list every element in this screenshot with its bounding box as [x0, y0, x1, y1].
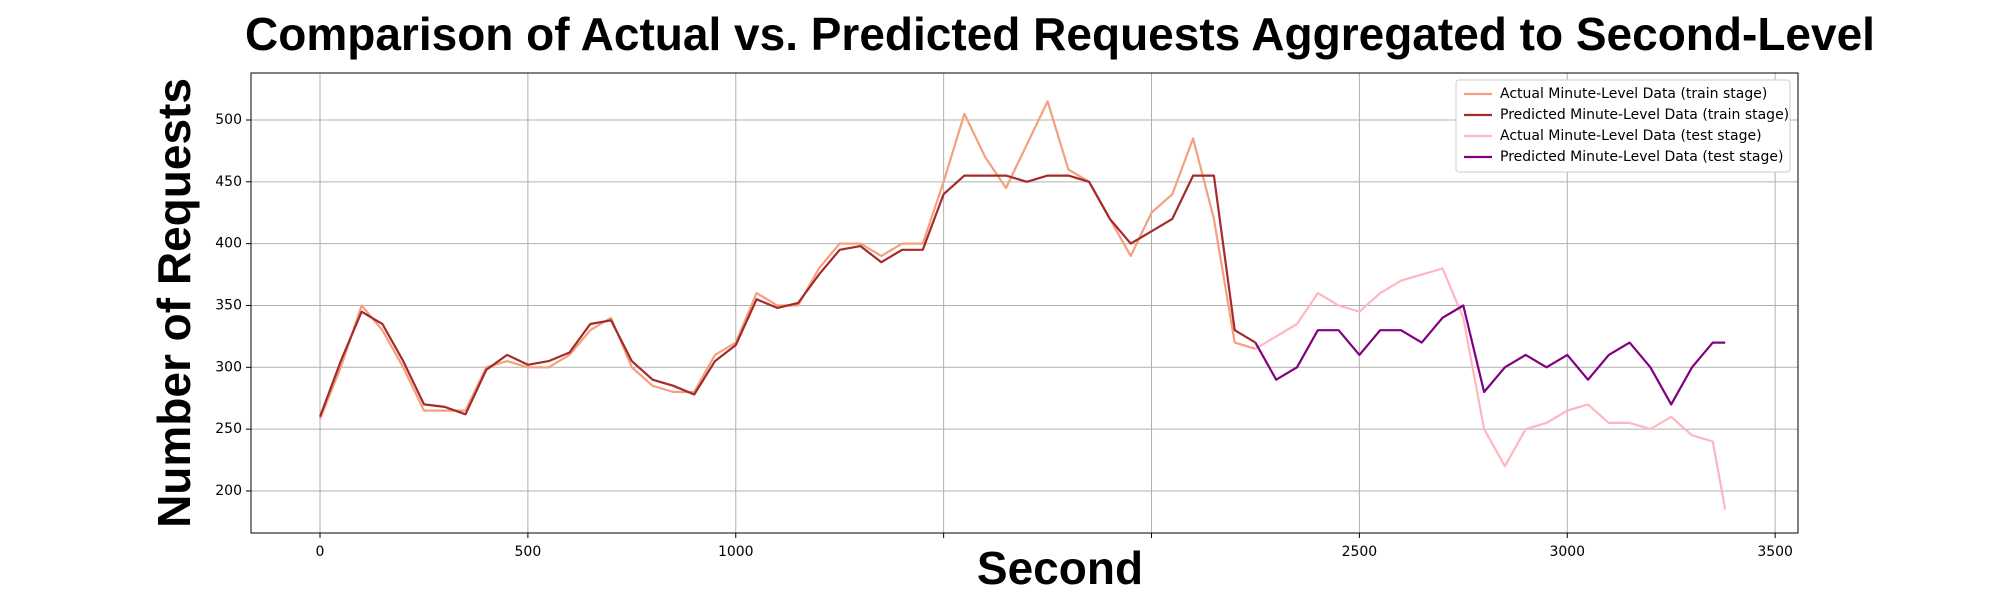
data-line: [1254, 267, 1727, 510]
x-tick-label: 1000: [718, 544, 754, 560]
y-axis-label: Number of Requests: [148, 78, 200, 528]
y-tick-label: 450: [215, 174, 242, 190]
x-axis-label: Second: [977, 542, 1143, 594]
y-tick-label: 400: [215, 236, 242, 252]
x-tick-label: 500: [515, 544, 542, 560]
x-tick-label: 2500: [1342, 544, 1378, 560]
y-tick-label: 300: [215, 359, 242, 375]
legend-label: Predicted Minute-Level Data (train stage…: [1500, 107, 1789, 123]
plot-frame: [250, 72, 1799, 534]
legend-label: Actual Minute-Level Data (train stage): [1500, 86, 1767, 102]
x-tick-label: 3000: [1549, 544, 1585, 560]
chart-title: Comparison of Actual vs. Predicted Reque…: [245, 8, 1875, 60]
data-line: [1254, 304, 1726, 406]
y-tick-label: 250: [215, 421, 242, 437]
legend-box: [1455, 79, 1791, 173]
legend-label: Predicted Minute-Level Data (test stage): [1500, 149, 1783, 165]
data-line: [318, 100, 1256, 420]
x-tick-label: 3500: [1757, 544, 1793, 560]
legend-label: Actual Minute-Level Data (test stage): [1500, 128, 1762, 144]
y-tick-label: 200: [215, 483, 242, 499]
y-tick-label: 500: [215, 112, 242, 128]
data-line: [318, 174, 1256, 418]
y-tick-label: 350: [215, 297, 242, 313]
x-tick-label: 0: [316, 544, 325, 560]
